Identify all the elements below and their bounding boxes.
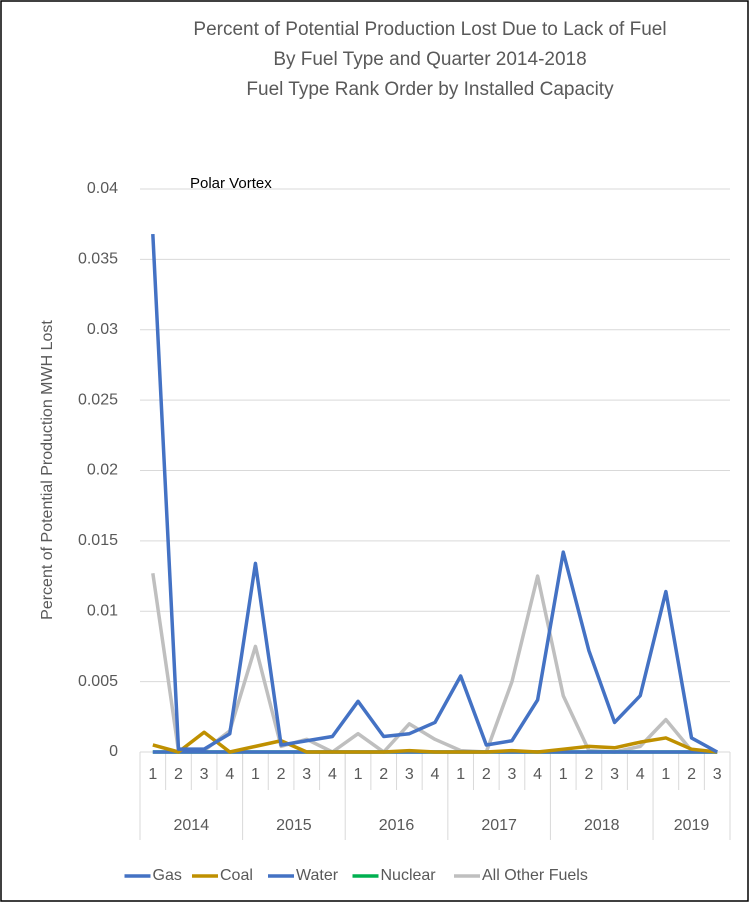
x-tick-label: 3 xyxy=(508,766,517,783)
x-group-label: 2015 xyxy=(276,817,312,834)
x-group-label: 2014 xyxy=(174,817,210,834)
x-tick-label: 2 xyxy=(277,766,286,783)
y-tick-label: 0.01 xyxy=(87,602,118,619)
y-tick-label: 0.04 xyxy=(87,180,118,197)
x-tick-label: 2 xyxy=(379,766,388,783)
series-line xyxy=(151,572,718,754)
legend-label: Gas xyxy=(153,867,182,884)
x-tick-label: 3 xyxy=(302,766,311,783)
x-tick-label: 4 xyxy=(328,766,337,783)
x-tick-label: 4 xyxy=(431,766,440,783)
series-line xyxy=(151,233,719,754)
x-tick-label: 3 xyxy=(713,766,722,783)
legend-label: Water xyxy=(296,867,339,884)
x-group-label: 2017 xyxy=(481,817,517,834)
x-tick-label: 1 xyxy=(148,766,157,783)
x-tick-label: 2 xyxy=(482,766,491,783)
legend-label: Nuclear xyxy=(381,867,437,884)
x-tick-label: 1 xyxy=(661,766,670,783)
x-tick-label: 1 xyxy=(559,766,568,783)
x-tick-label: 2 xyxy=(584,766,593,783)
legend-label: Coal xyxy=(220,867,253,884)
series-line xyxy=(152,730,718,754)
x-group-label: 2018 xyxy=(584,817,620,834)
y-tick-label: 0 xyxy=(109,743,118,760)
y-tick-label: 0.035 xyxy=(78,251,118,268)
chart-title: Percent of Potential Production Lost Due… xyxy=(193,19,666,40)
annotation: Polar Vortex xyxy=(190,175,272,192)
x-tick-label: 1 xyxy=(251,766,260,783)
x-tick-label: 3 xyxy=(610,766,619,783)
y-tick-label: 0.03 xyxy=(87,321,118,338)
y-tick-label: 0.02 xyxy=(87,462,118,479)
y-tick-label: 0.025 xyxy=(78,391,118,408)
x-tick-label: 1 xyxy=(354,766,363,783)
x-tick-label: 4 xyxy=(636,766,645,783)
x-tick-label: 1 xyxy=(456,766,465,783)
x-group-label: 2016 xyxy=(379,817,415,834)
chart-title: Fuel Type Rank Order by Installed Capaci… xyxy=(246,79,614,100)
y-axis-label: Percent of Potential Production MWH Lost xyxy=(39,320,56,620)
x-tick-label: 4 xyxy=(225,766,234,783)
y-tick-label: 0.015 xyxy=(78,532,118,549)
y-tick-label: 0.005 xyxy=(78,673,118,690)
x-tick-label: 3 xyxy=(200,766,209,783)
x-tick-label: 4 xyxy=(533,766,542,783)
x-group-label: 2019 xyxy=(674,817,710,834)
chart-title: By Fuel Type and Quarter 2014-2018 xyxy=(273,49,586,70)
x-tick-label: 2 xyxy=(687,766,696,783)
legend-label: All Other Fuels xyxy=(482,867,588,884)
x-tick-label: 2 xyxy=(174,766,183,783)
x-tick-label: 3 xyxy=(405,766,414,783)
